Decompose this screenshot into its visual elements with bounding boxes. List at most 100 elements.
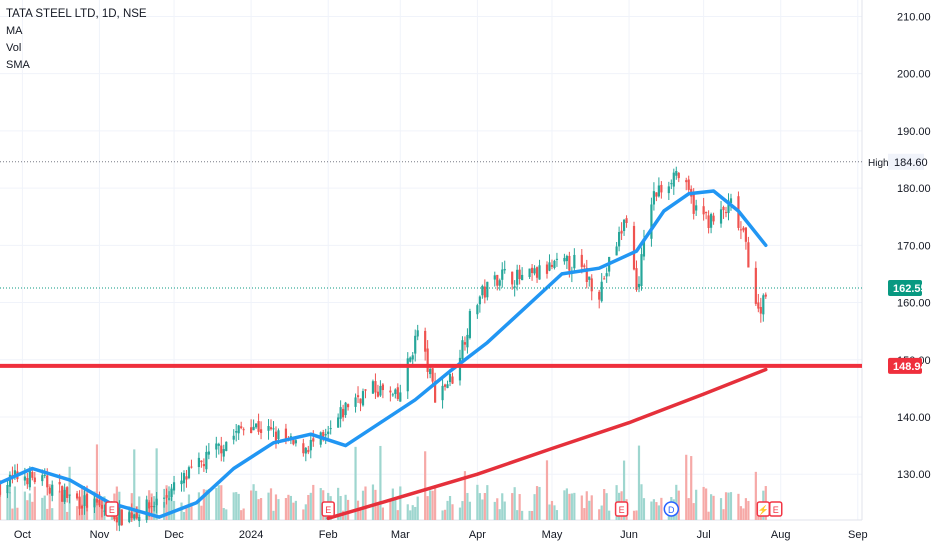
volume-bar bbox=[424, 451, 427, 520]
candle-body bbox=[13, 470, 17, 475]
volume-bar bbox=[414, 506, 417, 520]
candle-body bbox=[46, 475, 49, 488]
candle-body bbox=[356, 395, 360, 398]
volume-bar bbox=[426, 496, 429, 520]
volume-bar bbox=[632, 510, 636, 520]
candle-body bbox=[496, 274, 499, 286]
volume-bar bbox=[441, 510, 444, 520]
candle-body bbox=[324, 434, 327, 436]
volume-bar bbox=[528, 510, 531, 520]
candle-body bbox=[252, 426, 255, 431]
candle-body bbox=[6, 484, 9, 494]
volume-bar bbox=[530, 510, 534, 520]
event-marker-label: E bbox=[773, 505, 779, 515]
volume-bar bbox=[138, 496, 141, 520]
candle-body bbox=[478, 296, 481, 305]
candle-body bbox=[406, 358, 409, 392]
volume-bar bbox=[381, 507, 384, 520]
x-tick-label: Mar bbox=[391, 529, 410, 541]
indicator-vol-label[interactable]: Vol bbox=[6, 42, 22, 54]
candle-body bbox=[240, 426, 243, 429]
volume-bar bbox=[66, 511, 69, 520]
volume-bar bbox=[215, 487, 218, 520]
candle-body bbox=[217, 443, 220, 446]
volume-bar bbox=[31, 501, 34, 520]
y-tick-label: 160.00 bbox=[897, 298, 931, 310]
candle-body bbox=[389, 390, 392, 393]
candle-body bbox=[635, 268, 638, 290]
volume-bar bbox=[185, 507, 188, 520]
candle-body bbox=[511, 271, 514, 285]
volume-bar bbox=[376, 503, 380, 520]
volume-bar bbox=[443, 509, 447, 520]
volume-bar bbox=[235, 492, 238, 520]
volume-bar bbox=[695, 489, 698, 520]
volume-bar bbox=[429, 490, 432, 520]
volume-bar bbox=[182, 511, 186, 520]
candle-body bbox=[391, 394, 394, 396]
volume-bar bbox=[461, 501, 464, 520]
candle-body bbox=[414, 335, 417, 354]
volume-bar bbox=[652, 499, 656, 520]
candle-body bbox=[396, 387, 399, 400]
candle-body bbox=[242, 429, 245, 431]
candle-body bbox=[394, 389, 397, 395]
volume-bar bbox=[707, 511, 710, 520]
volume-bar bbox=[448, 495, 452, 520]
candle-body bbox=[133, 514, 136, 519]
volume-bar bbox=[640, 484, 643, 520]
high-value: 184.60 bbox=[894, 157, 928, 169]
volume-bar bbox=[535, 486, 539, 520]
volume-bar bbox=[737, 493, 740, 520]
volume-bar bbox=[565, 488, 568, 520]
volume-bar bbox=[729, 492, 733, 520]
candle-body bbox=[550, 264, 554, 267]
volume-bar bbox=[167, 486, 171, 520]
event-marker-earnings bbox=[768, 501, 783, 517]
last-price-value: 162.55 bbox=[893, 283, 927, 295]
candle-body bbox=[284, 428, 288, 441]
volume-bar bbox=[0, 491, 2, 520]
candle-body bbox=[257, 421, 260, 432]
volume-bar bbox=[339, 496, 342, 520]
indicator-ma-label[interactable]: MA bbox=[6, 25, 23, 37]
candle-body bbox=[692, 194, 695, 214]
candle-body bbox=[705, 212, 708, 214]
x-tick-label: Dec bbox=[164, 529, 184, 541]
candle-body bbox=[434, 381, 437, 403]
candle-body bbox=[26, 478, 29, 485]
candle-body bbox=[573, 254, 576, 269]
volume-bar bbox=[516, 510, 519, 520]
volume-bar bbox=[568, 493, 571, 520]
candle-body bbox=[95, 499, 99, 503]
candle-body bbox=[339, 407, 342, 419]
candle-body bbox=[83, 495, 86, 507]
volume-bar bbox=[252, 484, 255, 520]
candle-body bbox=[197, 457, 201, 468]
volume-bar bbox=[722, 509, 725, 520]
candle-body bbox=[68, 494, 71, 496]
candle-body bbox=[719, 209, 723, 224]
indicator-sma-label[interactable]: SMA bbox=[6, 59, 30, 71]
volume-bar bbox=[580, 495, 583, 520]
volume-bar bbox=[48, 484, 51, 520]
candle-body bbox=[695, 205, 698, 211]
candle-body bbox=[707, 215, 710, 228]
volume-bar bbox=[267, 492, 270, 520]
volume-bar bbox=[518, 494, 521, 520]
candle-body bbox=[399, 392, 402, 402]
candle-body bbox=[371, 381, 375, 394]
candle-body bbox=[642, 238, 646, 257]
candle-body bbox=[712, 215, 715, 222]
volume-bar bbox=[68, 466, 71, 520]
candle-body bbox=[374, 381, 377, 393]
candle-body bbox=[476, 305, 479, 315]
candle-body bbox=[185, 476, 188, 480]
volume-bar bbox=[660, 497, 663, 520]
candle-body bbox=[590, 278, 593, 292]
candle-body bbox=[677, 172, 680, 179]
candle-body bbox=[727, 200, 730, 214]
candle-body bbox=[66, 487, 69, 498]
volume-bar bbox=[28, 493, 31, 520]
